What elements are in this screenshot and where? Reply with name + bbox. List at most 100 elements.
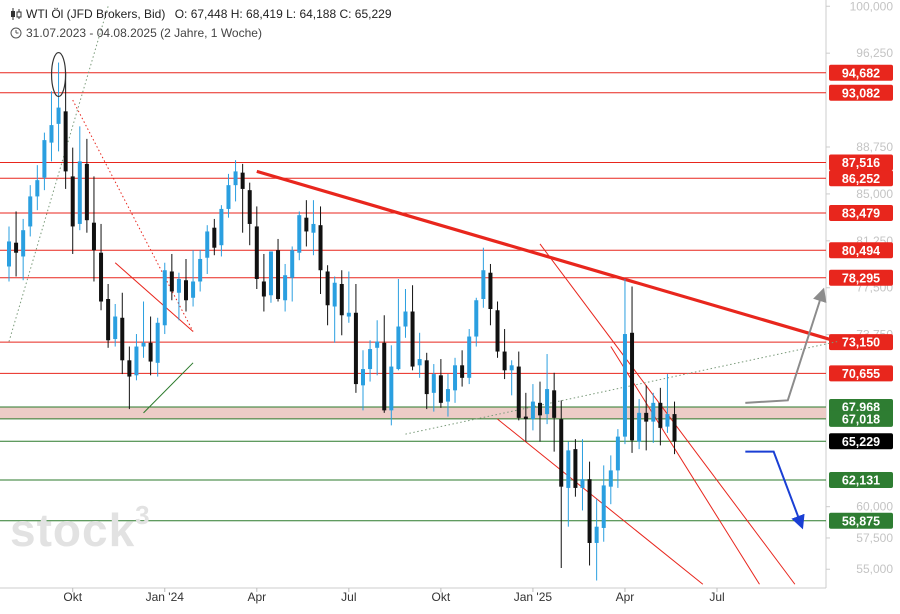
level-label-67,018: 67,018 [842,412,880,426]
candle-body [254,226,259,279]
candle-body [191,281,196,298]
period-header: 31.07.2023 - 04.08.2025 (2 Jahre, 1 Woch… [10,26,262,40]
candle-body [283,275,288,301]
clock-icon [10,27,22,39]
candle-body [566,450,571,488]
level-badge-86,252 [829,170,893,187]
trendline-early-up-trend [8,6,109,342]
instrument-header: WTI Öl (JFD Brokers, Bid) O: 67,448 H: 6… [10,7,392,21]
level-badge-65,229 [829,433,893,450]
candle-body [445,389,450,402]
watermark-text: stock [10,504,136,556]
level-badge-67,018 [829,410,893,427]
watermark-logo: stock3 [10,500,151,557]
candle-body [580,479,585,488]
candle-body [615,436,620,471]
candle-body [474,300,479,337]
candle-body [56,107,61,124]
candle-body [552,390,557,418]
y-tick-label: 55,000 [856,562,893,576]
candle-body [488,272,493,310]
candle-body [176,278,181,293]
watermark-superscript: 3 [135,500,151,530]
candle-body [91,222,96,251]
candle-body [155,322,160,363]
level-label-80,494: 80,494 [842,244,880,258]
candle-body [608,470,613,487]
candle-body [587,479,592,543]
level-label-58,875: 58,875 [842,514,880,528]
candle-body [403,311,408,327]
level-label-73,150: 73,150 [842,336,880,350]
y-tick-label: 88,750 [856,140,893,154]
candle-body [113,316,118,340]
candle-body [361,369,365,386]
candle-body [28,196,33,227]
candle-body [70,176,75,227]
candle-body [35,180,40,197]
candle-body [530,401,535,420]
candle-body [460,365,465,378]
candle-body [99,252,104,302]
candle-body [84,163,89,221]
candle-body [545,389,550,415]
support-zone [0,406,826,419]
trendline-triangle-lower [143,362,194,414]
x-tick-label: Apr [616,590,635,604]
candle-body [453,365,458,391]
candle-body [396,326,401,370]
candle-body [601,485,606,528]
candle-body [502,351,507,371]
x-tick-label: Jul [341,590,356,604]
candle-body [672,414,677,442]
level-label-94,682: 94,682 [842,66,880,80]
x-tick-label: Okt [63,590,82,604]
candle-body [304,217,309,232]
candle-body [77,161,82,224]
x-tick-label: Jan '24 [146,590,185,604]
candle-body [198,258,203,282]
candle-body [658,402,663,428]
level-badge-78,295 [829,269,893,286]
candle-body [325,271,330,306]
level-label-70,655: 70,655 [842,367,880,381]
candle-body [346,312,351,317]
y-tick-label: 100,000 [850,0,894,13]
level-badge-58,875 [829,512,893,529]
candle-body [7,241,11,267]
candle-body [212,227,217,248]
candle-body [205,231,210,258]
candle-body [573,449,578,488]
candle-body [240,172,245,189]
candle-body [389,366,394,411]
candle-body [630,332,635,441]
candle-body [410,311,415,367]
candle-body [424,360,429,395]
candle-body [431,374,436,393]
candle-body [594,526,599,543]
level-label-93,082: 93,082 [842,86,880,100]
candle-body [127,360,132,377]
level-badge-80,494 [829,242,893,259]
y-tick-label: 57,500 [856,531,893,545]
candle-body [219,208,224,246]
candle-body [169,271,174,292]
bull-scenario-arrow [745,287,827,404]
candle-body [14,242,19,253]
candle-body [665,414,670,427]
bear-scenario-arrow [745,450,805,530]
level-label-83,479: 83,479 [842,206,880,220]
candle-body [148,342,153,362]
candle-body [651,402,656,422]
candle-body [233,171,238,186]
candle-body [134,346,139,376]
level-badge-87,516 [829,154,893,171]
y-tick-label: 60,000 [856,500,893,514]
y-tick-label: 85,000 [856,187,893,201]
candle-body [559,419,564,487]
level-label-65,229: 65,229 [842,435,880,449]
candle-body [481,270,486,300]
candle-body [467,336,472,378]
